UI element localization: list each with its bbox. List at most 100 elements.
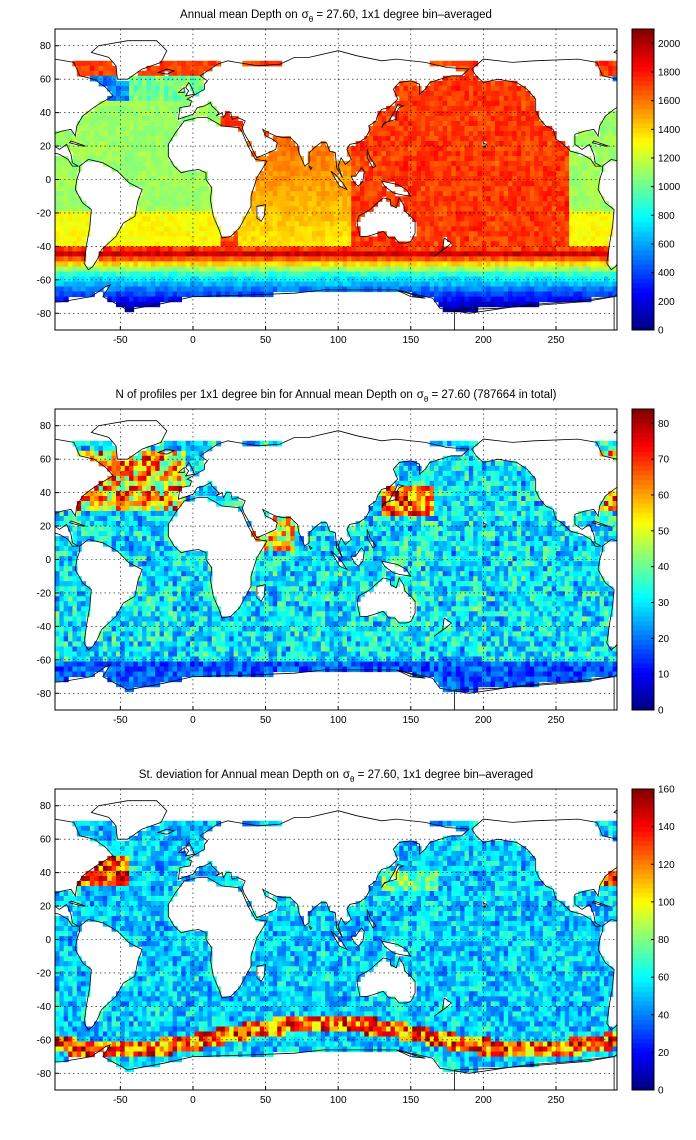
data-cell [451, 211, 457, 217]
data-cell [455, 276, 461, 283]
data-cell [442, 291, 448, 298]
data-cell [421, 146, 426, 152]
data-cell [495, 156, 500, 162]
data-cell [185, 196, 191, 202]
data-cell [407, 261, 413, 267]
data-cell [277, 261, 283, 267]
data-cell [525, 216, 531, 222]
data-cell [538, 146, 544, 152]
data-cell [503, 146, 509, 152]
data-cell [521, 161, 527, 167]
data-cell [603, 121, 609, 127]
data-cell [407, 181, 413, 187]
data-cell [447, 485, 453, 492]
data-cell [512, 196, 518, 202]
data-cell [190, 181, 196, 187]
data-cell [377, 276, 383, 283]
data-cell [455, 231, 461, 237]
data-cell [438, 296, 444, 303]
data-cell [595, 241, 601, 247]
data-cell [172, 455, 178, 462]
data-cell [55, 171, 60, 177]
data-cell [259, 256, 265, 262]
data-cell [142, 110, 148, 117]
data-cell [377, 281, 383, 288]
data-cell [612, 266, 617, 273]
data-cell [551, 166, 557, 172]
x-tick-label: -50 [113, 335, 128, 346]
data-cell [81, 116, 87, 122]
data-cell [394, 266, 400, 273]
data-cell [399, 136, 405, 142]
data-cell [203, 440, 209, 447]
data-cell [281, 151, 287, 157]
data-cell [416, 161, 422, 167]
data-cell [185, 171, 191, 177]
data-cell [163, 181, 169, 187]
data-cell [525, 186, 531, 192]
data-cell [194, 110, 200, 117]
data-cell [63, 216, 69, 222]
data-cell [564, 171, 570, 177]
data-cell [281, 276, 287, 283]
data-cell [155, 261, 161, 267]
data-cell [120, 266, 126, 273]
data-cell [290, 201, 296, 207]
data-cell [177, 251, 182, 257]
data-cell [129, 161, 135, 167]
data-cell [294, 151, 300, 157]
data-cell [142, 121, 148, 127]
data-cell [503, 196, 509, 202]
data-cell [303, 271, 309, 278]
data-cell [490, 181, 496, 187]
data-cell [512, 191, 518, 197]
data-cell [516, 176, 522, 182]
data-cell [307, 286, 313, 293]
data-cell [163, 211, 169, 217]
data-cell [55, 141, 60, 147]
data-cell [477, 211, 483, 217]
data-cell [63, 291, 69, 298]
data-cell [94, 141, 100, 147]
data-cell [447, 116, 453, 122]
data-cell [163, 470, 169, 477]
data-cell [181, 281, 187, 288]
data-cell [473, 221, 479, 227]
data-cell [355, 241, 361, 247]
data-cell [333, 281, 339, 288]
data-cell [81, 65, 87, 72]
data-cell [255, 236, 261, 242]
data-cell [55, 246, 60, 252]
data-cell [464, 75, 470, 82]
data-cell [76, 65, 82, 72]
data-cell [320, 261, 326, 267]
data-cell [390, 121, 396, 127]
colorbar-band [632, 29, 654, 35]
data-cell [438, 171, 444, 177]
data-cell [146, 136, 152, 142]
data-cell [177, 276, 182, 283]
data-cell [503, 301, 509, 308]
data-cell [586, 266, 592, 273]
data-cell [211, 251, 217, 257]
data-cell [590, 286, 596, 293]
data-cell [508, 105, 514, 112]
data-cell [508, 151, 514, 157]
data-cell [242, 251, 248, 257]
data-cell [94, 271, 100, 278]
data-cell [129, 246, 135, 252]
data-cell [416, 176, 422, 182]
data-cell [172, 75, 178, 82]
data-cell [264, 216, 270, 222]
data-cell [198, 465, 204, 472]
data-cell [495, 131, 500, 137]
data-cell [285, 236, 291, 242]
data-cell [137, 171, 143, 177]
data-cell [586, 166, 592, 172]
data-cell [373, 271, 378, 278]
data-cell [177, 201, 182, 207]
data-cell [172, 186, 178, 192]
data-cell [569, 211, 575, 217]
data-cell [307, 216, 313, 222]
data-cell [407, 100, 413, 107]
